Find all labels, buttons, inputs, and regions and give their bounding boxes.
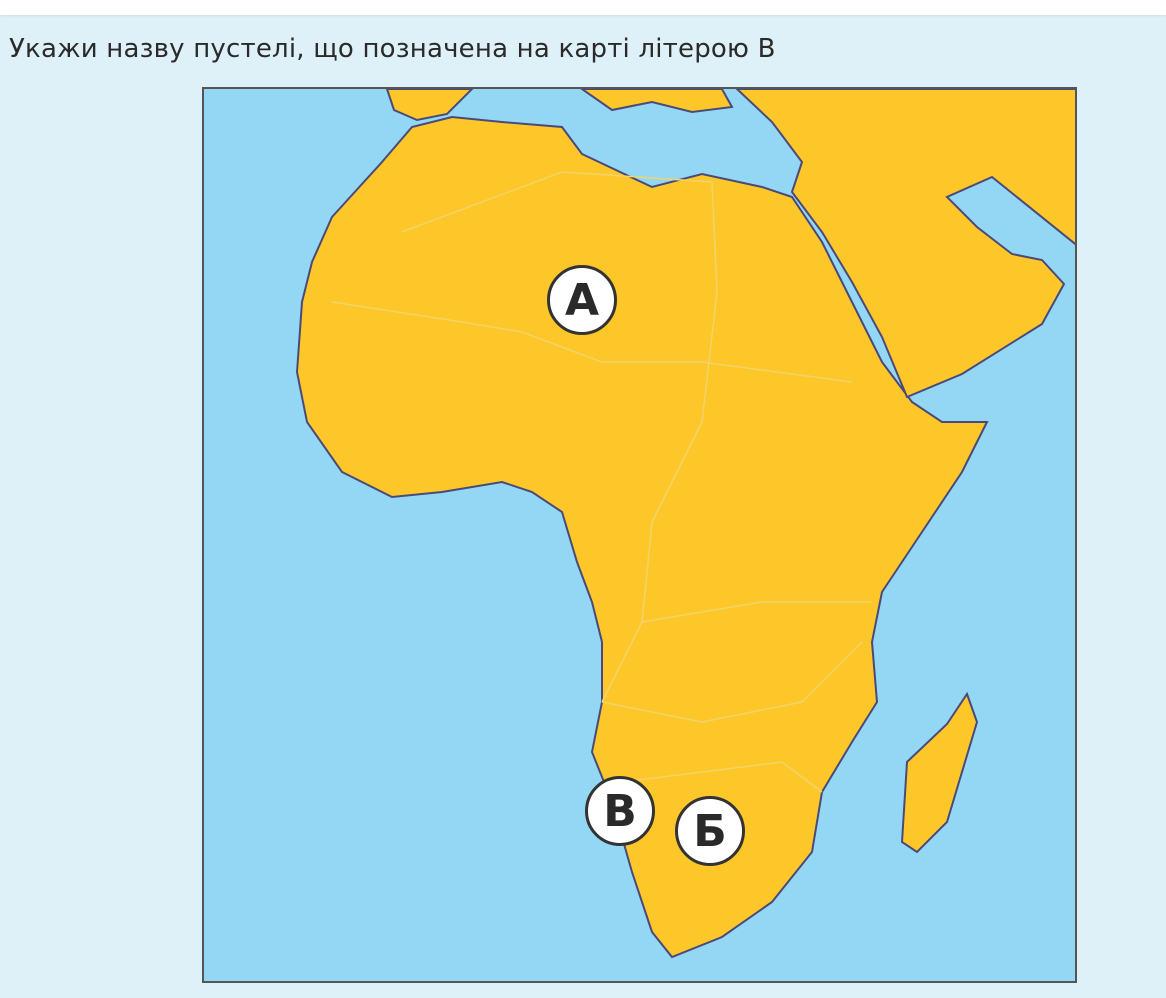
marker-v: В	[585, 776, 655, 846]
marker-label: В	[603, 785, 637, 837]
europe-south	[580, 89, 734, 114]
africa-map: А Б В	[202, 87, 1077, 983]
marker-label: Б	[693, 805, 727, 857]
marker-a: А	[547, 265, 617, 335]
map-drawing	[295, 89, 1075, 959]
marker-label: А	[564, 274, 600, 326]
question-text: Укажи назву пустелі, що позначена на кар…	[9, 34, 776, 64]
top-bar	[0, 0, 1166, 15]
marker-b: Б	[675, 796, 745, 866]
country-borders	[331, 171, 872, 793]
madagascar	[900, 691, 979, 854]
europe-iberia	[385, 89, 474, 122]
arabia-asia	[735, 89, 1075, 399]
africa-continent	[295, 115, 989, 959]
